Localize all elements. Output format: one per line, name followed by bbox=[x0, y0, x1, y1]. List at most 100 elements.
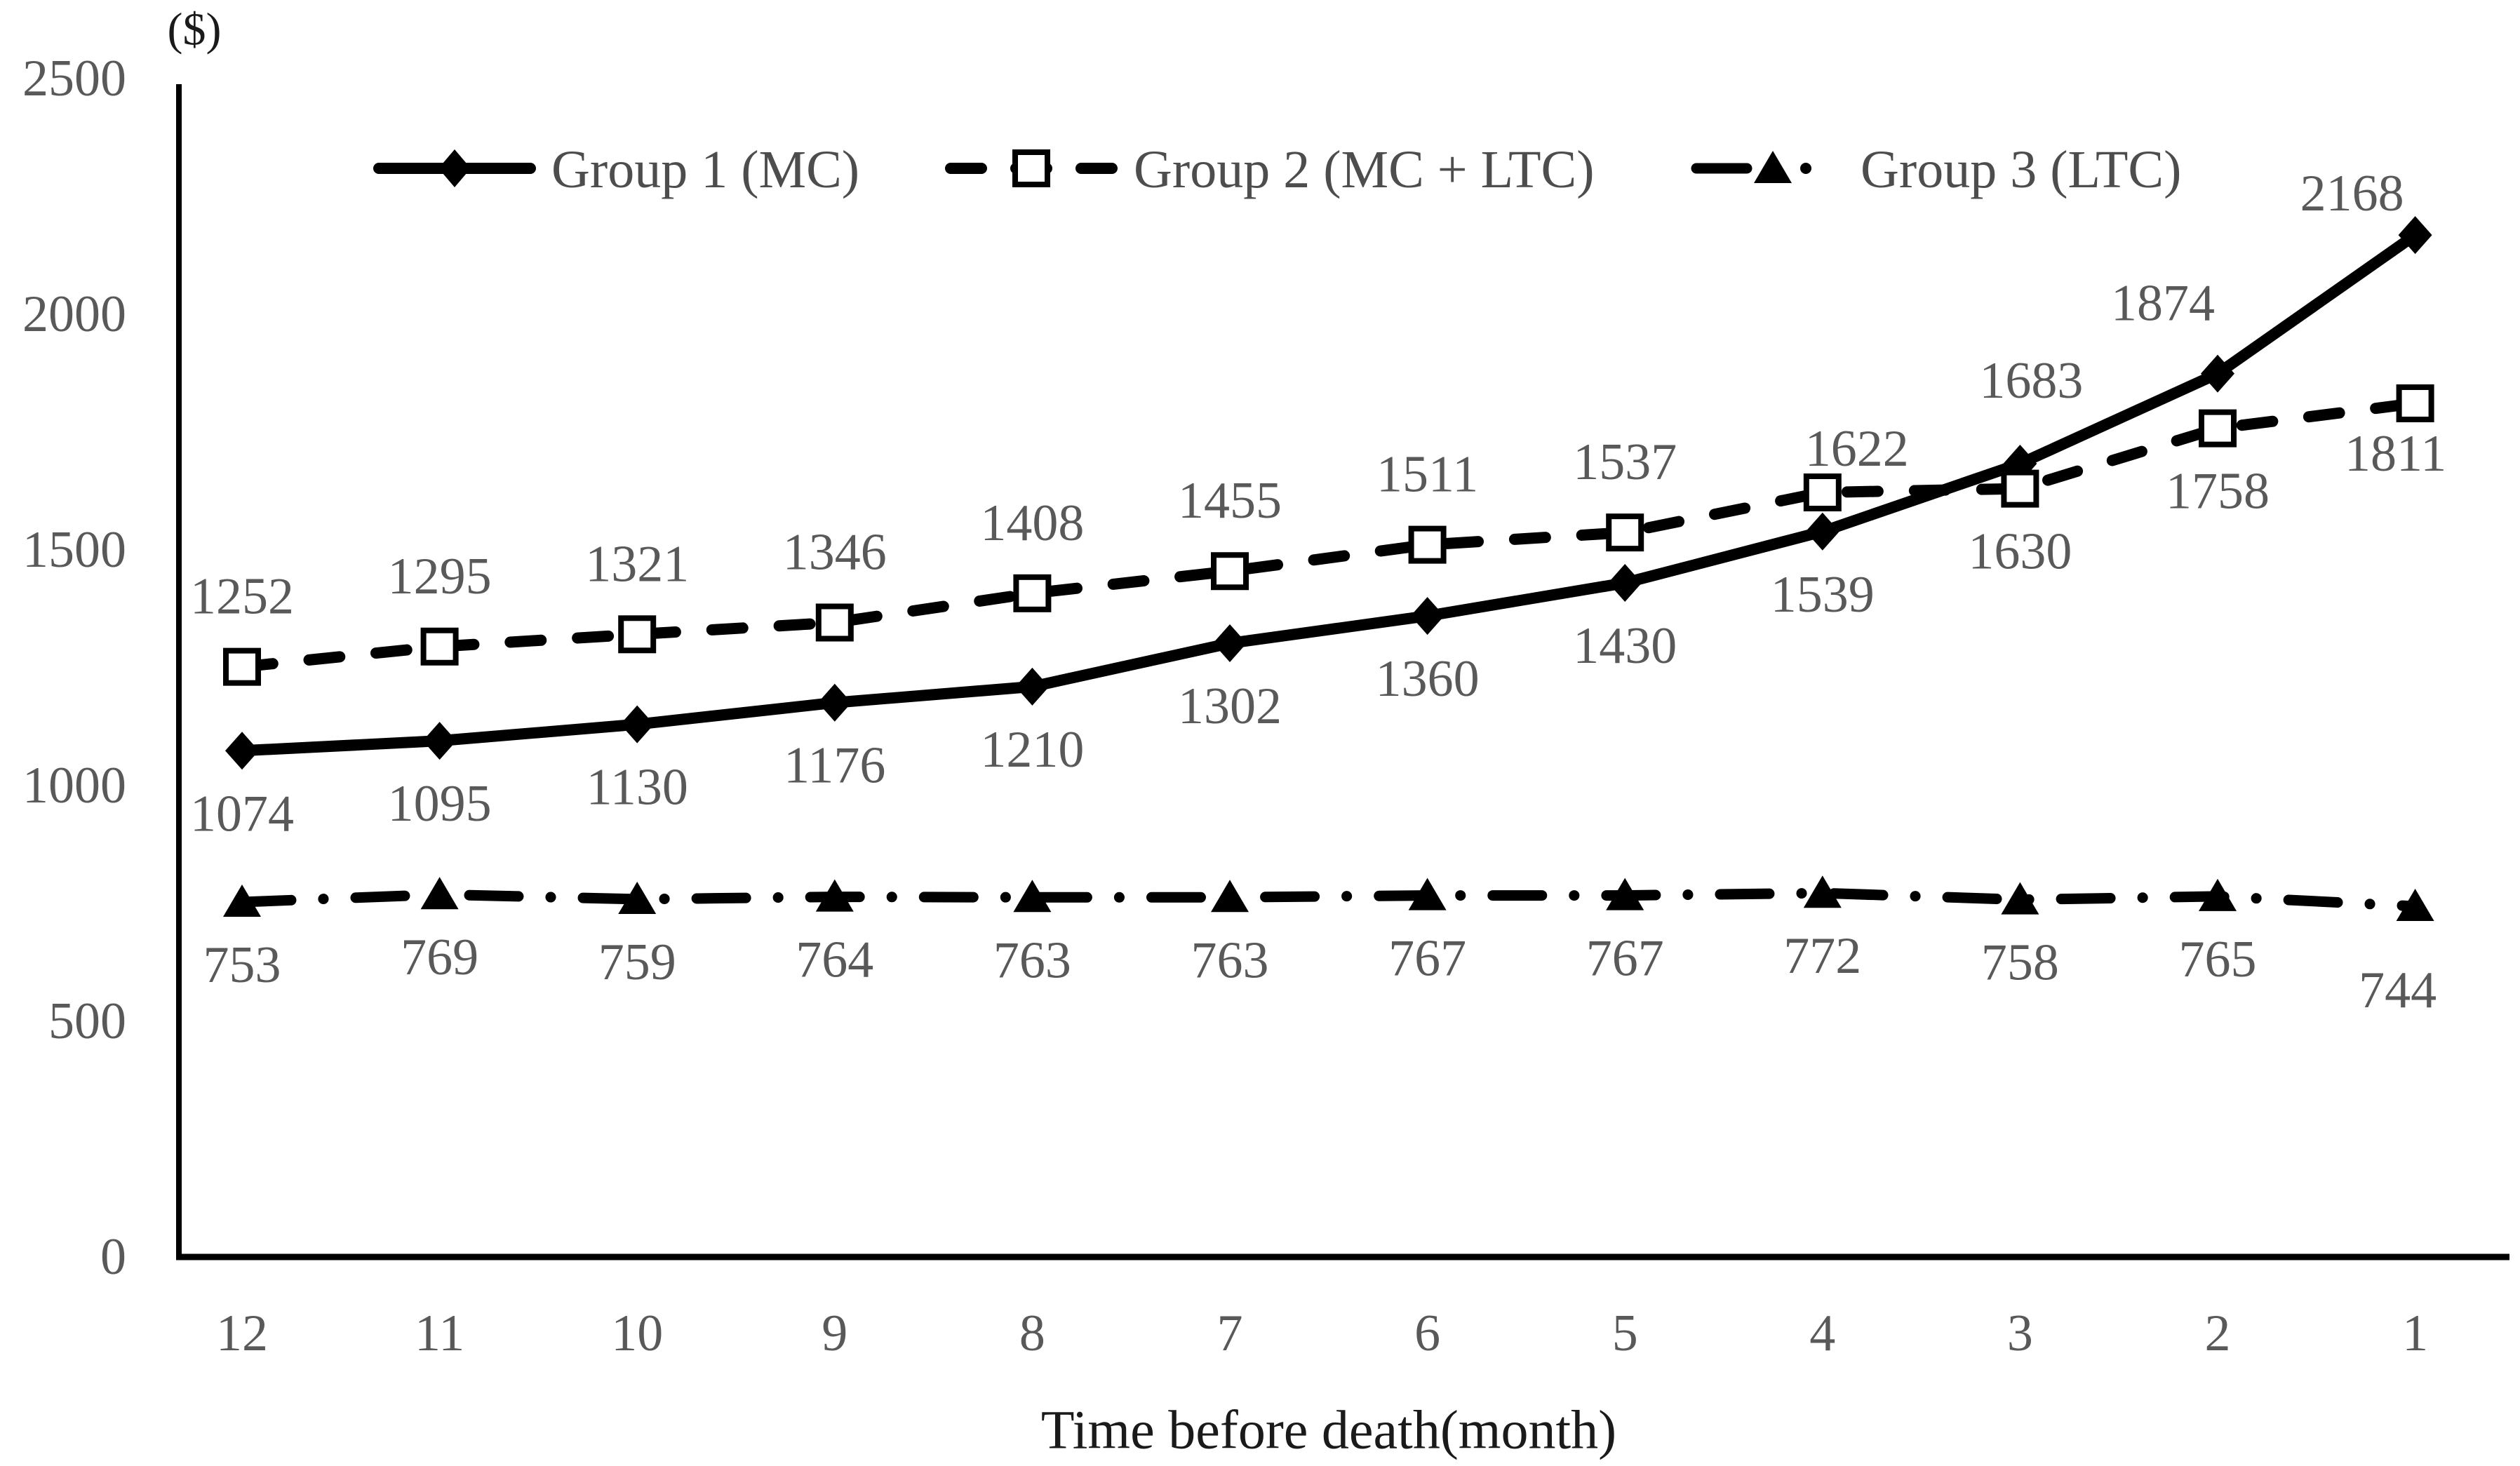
data-label: 772 bbox=[1783, 927, 1861, 985]
legend-dot-icon bbox=[1800, 163, 1811, 174]
square-marker-icon bbox=[1013, 574, 1052, 612]
data-label: 1511 bbox=[1376, 446, 1478, 504]
y-axis-tick-labels: 0 500 1000 1500 2000 2500 bbox=[22, 50, 126, 1286]
diamond-marker-icon bbox=[422, 722, 457, 760]
x-tick-label: 11 bbox=[415, 1305, 464, 1362]
series-line-1 bbox=[236, 229, 2421, 757]
triangle-marker-icon bbox=[420, 877, 459, 910]
triangle-marker-icon bbox=[2396, 889, 2434, 922]
data-label: 1346 bbox=[783, 523, 887, 581]
data-label: 753 bbox=[203, 936, 281, 994]
legend-label-group-1: Group 1 (MC) bbox=[551, 140, 859, 199]
x-tick-label: 6 bbox=[1414, 1305, 1440, 1362]
legend-label-group-2: Group 2 (MC + LTC) bbox=[1134, 140, 1595, 199]
x-tick-label: 8 bbox=[1019, 1305, 1045, 1362]
square-marker-icon bbox=[223, 647, 261, 686]
data-label: 1252 bbox=[190, 568, 294, 626]
square-marker-icon bbox=[1408, 525, 1447, 564]
data-label: 1295 bbox=[388, 548, 492, 605]
x-tick-label: 10 bbox=[611, 1305, 663, 1362]
triangle-marker-icon bbox=[1408, 877, 1447, 910]
data-label: 1408 bbox=[980, 495, 1084, 552]
data-label: 1321 bbox=[585, 535, 689, 593]
data-label: 759 bbox=[598, 934, 676, 991]
diamond-marker-icon bbox=[225, 732, 259, 770]
y-tick-label: 500 bbox=[48, 993, 126, 1050]
triangle-marker-icon bbox=[1606, 877, 1644, 910]
data-label: 1811 bbox=[2345, 425, 2446, 483]
square-marker-icon bbox=[1803, 473, 1842, 512]
diamond-marker-icon bbox=[1608, 564, 1642, 603]
data-label: 769 bbox=[401, 929, 478, 986]
data-label: 1539 bbox=[1771, 566, 1875, 624]
data-label: 758 bbox=[1981, 934, 2059, 992]
data-label: 1683 bbox=[1979, 352, 2083, 410]
x-tick-label: 1 bbox=[2402, 1305, 2428, 1362]
y-axis-unit-label: ($) bbox=[168, 4, 222, 55]
x-tick-label: 3 bbox=[2007, 1305, 2033, 1362]
data-label: 1874 bbox=[2111, 275, 2215, 332]
legend-label-group-3: Group 3 (LTC) bbox=[1861, 140, 2181, 199]
data-label: 1130 bbox=[587, 759, 688, 816]
square-marker-icon bbox=[420, 627, 459, 666]
y-tick-label: 0 bbox=[100, 1228, 126, 1286]
square-marker-icon bbox=[1606, 513, 1644, 552]
diamond-marker-icon bbox=[620, 705, 655, 744]
y-tick-label: 1000 bbox=[22, 757, 126, 814]
square-marker-icon bbox=[618, 615, 657, 654]
triangle-marker-icon bbox=[2199, 878, 2237, 911]
triangle-marker-icon bbox=[618, 881, 657, 914]
x-tick-label: 4 bbox=[1809, 1305, 1835, 1362]
data-label: 1095 bbox=[388, 775, 492, 833]
square-marker-icon bbox=[1211, 552, 1249, 591]
series-layer bbox=[236, 229, 2421, 912]
legend-square-marker-icon bbox=[1012, 149, 1050, 187]
data-label: 763 bbox=[993, 932, 1071, 989]
data-label-layer: 1074 1095 1130 1176 1210 1302 1360 1430 1539 1683… bbox=[190, 165, 2446, 1019]
data-label: 765 bbox=[2179, 931, 2257, 988]
data-label: 1630 bbox=[1968, 523, 2072, 581]
data-label: 1360 bbox=[1376, 650, 1480, 708]
triangle-marker-icon bbox=[1211, 880, 1249, 913]
diamond-marker-icon bbox=[817, 683, 852, 722]
legend-triangle-marker-icon bbox=[1754, 151, 1792, 183]
data-label: 2168 bbox=[2300, 165, 2404, 222]
triangle-marker-icon bbox=[815, 879, 854, 912]
square-marker-icon bbox=[2001, 469, 2039, 508]
data-label: 764 bbox=[796, 932, 873, 989]
x-tick-label: 7 bbox=[1217, 1305, 1243, 1362]
triangle-marker-icon bbox=[2001, 882, 2039, 915]
y-tick-label: 1500 bbox=[22, 521, 126, 579]
x-axis-tick-labels: 12 11 10 9 8 7 6 5 4 3 2 1 bbox=[216, 1305, 2428, 1362]
legend: Group 1 (MC) Group 2 (MC + LTC) Group 3 … bbox=[373, 140, 2181, 199]
diamond-marker-icon bbox=[1805, 512, 1839, 551]
triangle-marker-icon bbox=[1803, 875, 1842, 908]
diamond-marker-icon bbox=[1410, 597, 1445, 636]
legend-item-group-2: Group 2 (MC + LTC) bbox=[945, 140, 1595, 199]
legend-item-group-1: Group 1 (MC) bbox=[373, 140, 859, 199]
data-label: 1176 bbox=[784, 737, 885, 795]
x-tick-label: 12 bbox=[216, 1305, 268, 1362]
data-label: 767 bbox=[1388, 930, 1466, 988]
data-label: 1537 bbox=[1573, 433, 1677, 491]
x-tick-label: 2 bbox=[2205, 1305, 2231, 1362]
data-label: 744 bbox=[2359, 962, 2437, 1019]
marker-layer bbox=[223, 216, 2434, 922]
data-label: 1074 bbox=[190, 785, 294, 842]
triangle-marker-icon bbox=[1013, 880, 1052, 913]
data-label: 1455 bbox=[1178, 472, 1282, 530]
x-axis-title: Time before death(month) bbox=[1041, 1399, 1616, 1460]
square-marker-icon bbox=[815, 603, 854, 642]
data-label: 1622 bbox=[1805, 420, 1909, 478]
data-label: 1758 bbox=[2166, 463, 2270, 520]
data-label: 1210 bbox=[980, 721, 1084, 779]
data-label: 1430 bbox=[1573, 617, 1677, 675]
legend-diamond-marker-icon bbox=[438, 149, 471, 187]
diamond-marker-icon bbox=[2398, 216, 2432, 255]
data-label: 763 bbox=[1191, 932, 1269, 989]
diamond-marker-icon bbox=[1213, 624, 1247, 663]
x-tick-label: 5 bbox=[1612, 1305, 1638, 1362]
square-marker-icon bbox=[2396, 384, 2434, 423]
